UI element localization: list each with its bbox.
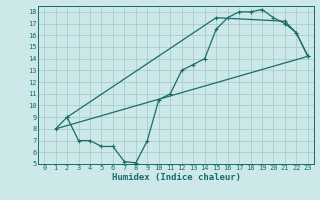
X-axis label: Humidex (Indice chaleur): Humidex (Indice chaleur) (111, 173, 241, 182)
